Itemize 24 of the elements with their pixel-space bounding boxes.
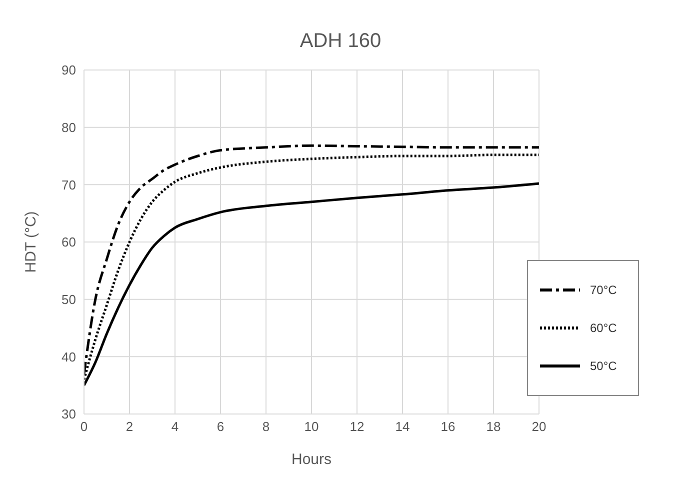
x-tick-label: 0: [80, 419, 88, 434]
legend-label: 60°C: [590, 321, 617, 335]
y-tick-label: 90: [62, 62, 76, 78]
y-tick-label: 80: [62, 120, 76, 135]
x-tick-label: 16: [440, 419, 456, 434]
x-tick-label: 4: [171, 419, 179, 434]
x-tick-label: 18: [486, 419, 501, 434]
x-tick-label: 10: [304, 419, 319, 434]
y-tick-label: 40: [62, 349, 76, 364]
x-tick-label: 12: [350, 419, 364, 434]
x-tick-label: 20: [532, 419, 546, 434]
x-tick-label: 6: [216, 419, 224, 434]
x-axis-title: Hours: [291, 451, 332, 468]
y-tick-label: 30: [62, 406, 76, 422]
y-tick-label: 70: [62, 177, 76, 192]
y-tick-label: 60: [62, 234, 76, 250]
x-tick-label: 8: [262, 419, 270, 434]
y-axis-title: HDT (°C): [22, 211, 40, 273]
x-tick-label: 14: [395, 419, 410, 434]
legend-label: 70°C: [590, 283, 617, 297]
legend-label: 50°C: [590, 359, 617, 373]
y-tick-label: 50: [62, 292, 76, 307]
chart-title: ADH 160: [298, 29, 382, 54]
x-tick-label: 2: [126, 419, 134, 434]
